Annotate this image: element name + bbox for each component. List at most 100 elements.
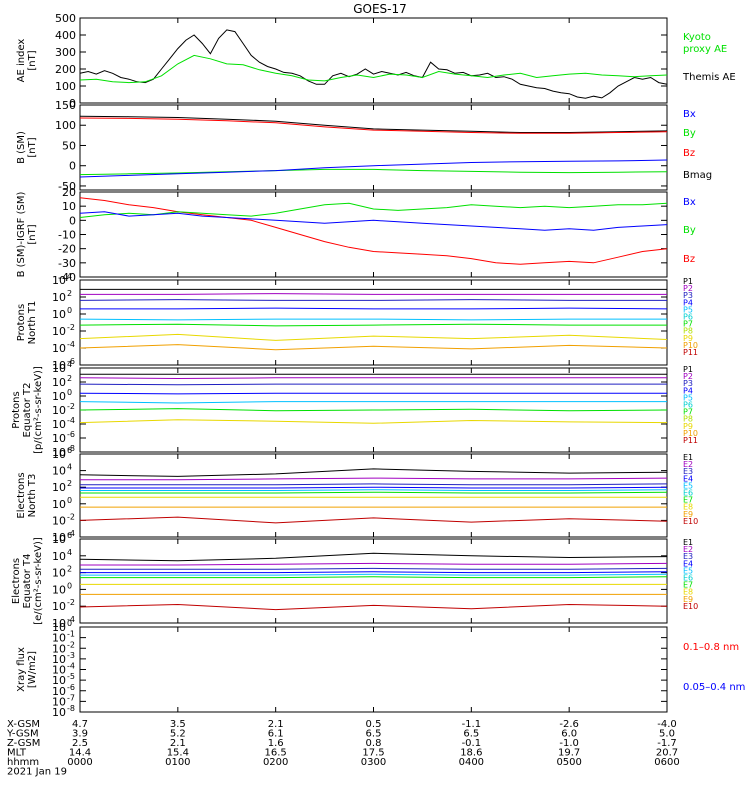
ephemeris-value: 0100 [165,757,190,768]
series-p7 [79,333,668,341]
legend-item: E6 [683,489,693,498]
y-tick-label: 10 [52,583,66,596]
series-p2 [80,293,667,295]
y-tick-label: 10 [52,600,66,613]
y-tick-label: 10 [52,632,66,645]
y-tick-label: 10 [62,200,76,213]
y-tick-exponent: 4 [67,272,72,281]
ephemeris-row-label: Z-GSM [7,738,40,749]
ephemeris-value: 0400 [459,757,484,768]
y-tick-label: -40 [58,271,76,284]
series-e5 [80,489,668,491]
y-tick-exponent: -8 [67,444,75,453]
legend-item: E9 [683,595,693,604]
series-p4 [79,392,667,395]
ephemeris-value: 1.6 [268,738,284,749]
series-e3 [80,483,668,486]
y-tick-label: 10 [52,533,66,546]
ephemeris-value: -1.1 [462,719,482,730]
y-tick-exponent: 0 [67,388,72,397]
y-tick-exponent: -4 [67,529,75,538]
y-tick-exponent: -2 [67,402,75,411]
legend-item: Themis AE [682,72,736,83]
series-bz [79,197,668,265]
ephemeris-value: 16.5 [265,748,287,759]
y-tick-label: 100 [55,80,76,93]
panel-frame [79,538,668,624]
series-e10 [79,516,668,524]
ephemeris-value: 0000 [67,757,92,768]
y-tick-exponent: -2 [67,640,75,649]
y-tick-label: 50 [62,139,76,152]
y-axis-label: [p/(cm²-s-sr-keV)] [33,366,44,454]
panel-2: 150 100 50 0 -50 B (SM) [nT] Bx By Bz Bmag [16,99,712,193]
legend-item: P3 [683,379,693,388]
y-tick-label: 10 [52,274,66,287]
y-tick-label: 10 [52,325,66,338]
y-tick-label: 10 [52,642,66,655]
series-by [79,168,668,176]
y-axis-label: Protons [16,304,27,341]
ephemeris-value: -1.0 [559,738,579,749]
y-axis-label: [e/(cm²-s-sr-keV)] [33,537,44,625]
y-tick-label: 10 [52,695,66,708]
y-tick-label: 10 [52,706,66,719]
y-tick-exponent: 2 [67,479,72,488]
ephemeris-value: 15.4 [167,748,189,759]
y-tick-label: 10 [52,481,66,494]
series-bz [79,117,668,134]
legend-item: P9 [683,422,693,431]
series-p6 [79,323,667,327]
ephemeris-value: 3.9 [72,729,88,740]
legend-item: E10 [683,517,698,526]
legend-item: P11 [683,436,698,445]
legend-item: E5 [683,566,693,575]
y-axis-label: [nT] [27,224,38,244]
series-p7 [79,419,668,424]
series-kyoto-proxy-ae [79,54,668,84]
y-tick-label: 10 [52,291,66,304]
ephemeris-value: -0.1 [462,738,482,749]
y-tick-exponent: 4 [67,548,72,557]
y-tick-exponent: -4 [67,662,75,671]
y-axis-label: North T3 [27,474,38,518]
y-tick-label: 150 [55,99,76,112]
series-bx [79,159,668,178]
date-label: 2021 Jan 19 [7,767,67,778]
y-tick-exponent: -4 [67,416,75,425]
ephemeris-value: 2.5 [72,738,88,749]
ephemeris-value: 17.5 [362,748,384,759]
legend-item: E5 [683,481,693,490]
y-tick-label: 10 [52,621,66,634]
panel-frame [79,279,668,366]
y-tick-label: 10 [52,685,66,698]
ephemeris-row-label: hhmm [7,757,39,768]
y-tick-label: 10 [52,376,66,389]
legend-item: Bz [683,148,695,159]
ephemeris-value: 2.1 [170,738,186,749]
legend: 0.1–0.8 nm 0.05–0.4 nm [683,642,745,693]
y-tick-exponent: 0 [67,581,72,590]
ephemeris-row-label: MLT [7,748,27,759]
legend-item: P2 [683,284,693,293]
ephemeris-value: 0300 [361,757,386,768]
y-tick-label: 10 [52,308,66,321]
legend-item: P7 [683,408,693,417]
ephemeris-value: 3.5 [170,719,186,730]
legend-item: P7 [683,320,693,329]
ephemeris-value: -2.6 [559,719,579,730]
series-e6 [80,491,668,494]
ephemeris-row-label: X-GSM [7,719,40,730]
ephemeris-value: 5.2 [170,729,186,740]
series-bx [79,211,668,231]
y-tick-exponent: -1 [67,630,75,639]
y-tick-exponent: -2 [67,512,75,521]
y-tick-exponent: 6 [67,531,72,540]
y-tick-exponent: -6 [67,430,75,439]
panel-frame [79,626,668,713]
legend-item: E4 [683,474,693,483]
legend-item: P4 [683,386,693,395]
